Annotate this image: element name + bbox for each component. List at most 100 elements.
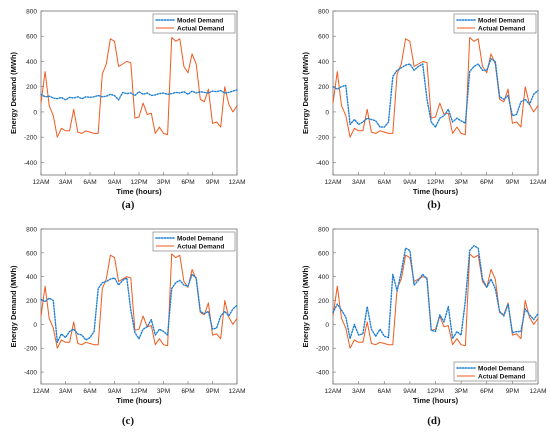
y-tick-label: 0 [325, 322, 329, 329]
x-tick-label: 3PM [454, 388, 467, 395]
y-tick-label: 800 [318, 9, 329, 16]
series-line-model-demand [40, 89, 238, 101]
x-tick-label: 3AM [59, 179, 72, 186]
chart-panel-3: -400 -200 0 200 400 600 800 12AM 3AM 6AM 9AM 12PM 3P… [9, 227, 245, 428]
y-tick-label: 0 [325, 109, 329, 116]
y-tick-label: 200 [318, 84, 329, 91]
y-tick-label: 600 [26, 250, 37, 257]
series-line-model-demand [332, 244, 539, 340]
y-tick-label: 400 [26, 274, 37, 281]
x-tick-label: 9AM [403, 179, 416, 186]
legend-label: Model Demand [177, 17, 223, 24]
y-tick-label: 400 [318, 59, 329, 66]
panel-label: (a) [122, 199, 135, 211]
legend-label: Actual Demand [478, 373, 525, 380]
y-tick-label: -200 [316, 346, 329, 353]
legend-label: Actual Demand [478, 25, 525, 32]
x-tick-label: 9AM [108, 388, 121, 395]
x-tick-label: 9AM [403, 388, 416, 395]
y-tick-label: -400 [316, 370, 329, 377]
x-tick-label: 12AM [325, 388, 342, 395]
y-axis-title: Energy Demand (MWh) [9, 265, 18, 348]
series-line-actual-demand [40, 253, 238, 349]
x-tick-label: 6PM [480, 388, 493, 395]
legend-label: Actual Demand [177, 243, 224, 250]
series-line-model-demand [332, 58, 539, 128]
x-tick-label: 6AM [83, 388, 96, 395]
x-tick-label: 6AM [378, 388, 391, 395]
x-tick-label: 3PM [157, 179, 170, 186]
plot-frame [332, 10, 539, 176]
legend-label: Actual Demand [177, 25, 224, 32]
x-tick-label: 6PM [181, 388, 194, 395]
series-line-model-demand [40, 273, 238, 343]
x-axis-title: Time (hours) [413, 187, 459, 196]
y-axis-title: Energy Demand (MWh) [301, 265, 310, 348]
x-tick-label: 3AM [352, 388, 365, 395]
x-tick-label: 3AM [352, 179, 365, 186]
x-tick-label: 3AM [59, 388, 72, 395]
x-tick-label: 12AM [33, 388, 50, 395]
y-tick-label: 800 [318, 227, 329, 234]
panel-label: (c) [122, 415, 135, 427]
x-axis-title: Time (hours) [413, 396, 459, 405]
x-tick-label: 12PM [427, 388, 444, 395]
plot-frame [332, 228, 539, 385]
x-tick-label: 12AM [229, 179, 246, 186]
y-tick-label: 0 [33, 322, 37, 329]
y-tick-label: 400 [318, 274, 329, 281]
x-tick-label: 12AM [530, 179, 547, 186]
x-tick-label: 3PM [454, 179, 467, 186]
x-tick-label: 6AM [83, 179, 96, 186]
y-tick-label: -400 [24, 370, 37, 377]
x-tick-label: 9PM [206, 179, 219, 186]
chart-panel-4: -400 -200 0 200 400 600 800 12AM 3AM 6AM 9AM 12PM 3P… [301, 227, 546, 428]
x-tick-label: 12PM [427, 179, 444, 186]
x-tick-label: 3PM [157, 388, 170, 395]
x-tick-label: 6PM [480, 179, 493, 186]
y-tick-label: -200 [316, 135, 329, 142]
panel-label: (d) [427, 415, 441, 427]
panel-label: (b) [427, 199, 441, 211]
x-tick-label: 6PM [181, 179, 194, 186]
y-tick-label: -200 [24, 135, 37, 142]
x-tick-label: 12PM [131, 179, 148, 186]
x-tick-label: 12AM [229, 388, 246, 395]
x-tick-label: 9PM [506, 179, 519, 186]
y-tick-label: 800 [26, 227, 37, 234]
x-tick-label: 12AM [33, 179, 50, 186]
y-tick-label: 400 [26, 59, 37, 66]
y-tick-label: -400 [24, 160, 37, 167]
y-tick-label: 600 [318, 250, 329, 257]
y-tick-label: -400 [316, 160, 329, 167]
y-tick-label: 200 [26, 84, 37, 91]
y-tick-label: 200 [26, 298, 37, 305]
x-tick-label: 6AM [378, 179, 391, 186]
x-axis-title: Time (hours) [116, 187, 162, 196]
series-line-actual-demand [332, 37, 539, 138]
y-tick-label: 200 [318, 298, 329, 305]
x-tick-label: 9PM [506, 388, 519, 395]
x-tick-label: 9AM [108, 179, 121, 186]
y-axis-title: Energy Demand (MWh) [9, 51, 18, 134]
x-axis-title: Time (hours) [116, 396, 162, 405]
plot-frame [40, 228, 238, 385]
x-tick-label: 12AM [530, 388, 547, 395]
x-tick-label: 12AM [325, 179, 342, 186]
legend-label: Model Demand [177, 235, 223, 242]
y-tick-label: -200 [24, 346, 37, 353]
y-tick-label: 600 [318, 34, 329, 41]
legend-label: Model Demand [478, 365, 524, 372]
chart-panel-1: -400 -200 0 200 400 600 800 12AM 3AM 6AM 9AM 12PM 3P… [9, 9, 245, 212]
x-tick-label: 9PM [206, 388, 219, 395]
x-tick-label: 12PM [131, 388, 148, 395]
y-tick-label: 600 [26, 34, 37, 41]
legend-label: Model Demand [478, 17, 524, 24]
y-tick-label: 0 [33, 109, 37, 116]
